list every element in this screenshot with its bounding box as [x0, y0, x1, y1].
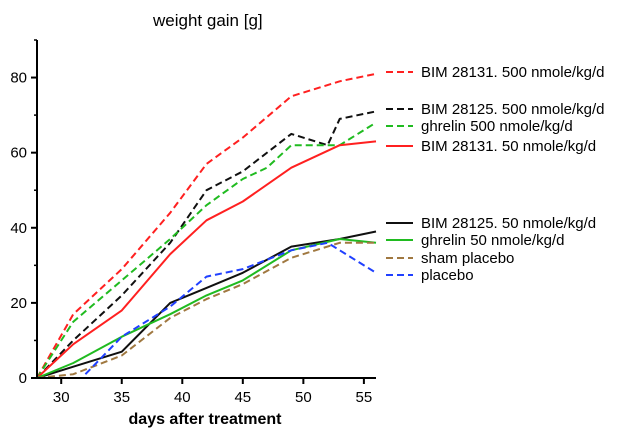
series-line-8: [84, 241, 377, 375]
chart-title: weight gain [g]: [152, 11, 263, 30]
x-tick-label: 50: [295, 389, 312, 406]
x-tick-label: 40: [174, 389, 191, 406]
y-tick-label: 40: [10, 220, 27, 237]
x-tick-label: 45: [234, 389, 251, 406]
x-axis-title: days after treatment: [129, 411, 283, 428]
legend-label: BIM 28131. 500 nmole/kg/d: [421, 64, 604, 81]
legend-label: ghrelin 50 nmole/kg/d: [421, 232, 564, 249]
series-line-6: [36, 238, 377, 379]
legend-label: sham placebo: [421, 250, 514, 267]
x-ticks: 30 35 40 45 50 55: [53, 378, 372, 406]
x-tick-label: 30: [53, 389, 70, 406]
legend-label: BIM 28125. 500 nmole/kg/d: [421, 101, 604, 118]
legend-label: placebo: [421, 267, 474, 284]
series-line-7: [36, 241, 376, 379]
y-tick-label: 0: [19, 370, 27, 387]
x-tick-label: 35: [113, 389, 130, 406]
y-tick-label: 20: [10, 295, 27, 312]
x-tick-label: 55: [356, 389, 373, 406]
legend-label: ghrelin 500 nmole/kg/d: [421, 118, 573, 135]
series-line-3: [36, 121, 377, 379]
legend-label: BIM 28131. 50 nmole/kg/d: [421, 138, 596, 155]
plot-lines: [36, 72, 377, 379]
series-line-1: [36, 72, 377, 379]
y-tick-label: 80: [10, 70, 27, 87]
series-line-2: [36, 110, 377, 379]
series-line-5: [36, 230, 377, 379]
legend-label: BIM 28125. 50 nmole/kg/d: [421, 215, 596, 232]
legend: BIM 28131. 500 nmole/kg/d BIM 28125. 500 …: [386, 64, 604, 284]
series-line-4: [36, 140, 377, 379]
y-tick-label: 60: [10, 145, 27, 162]
y-ticks: 0 20 40 60 80: [10, 39, 37, 387]
